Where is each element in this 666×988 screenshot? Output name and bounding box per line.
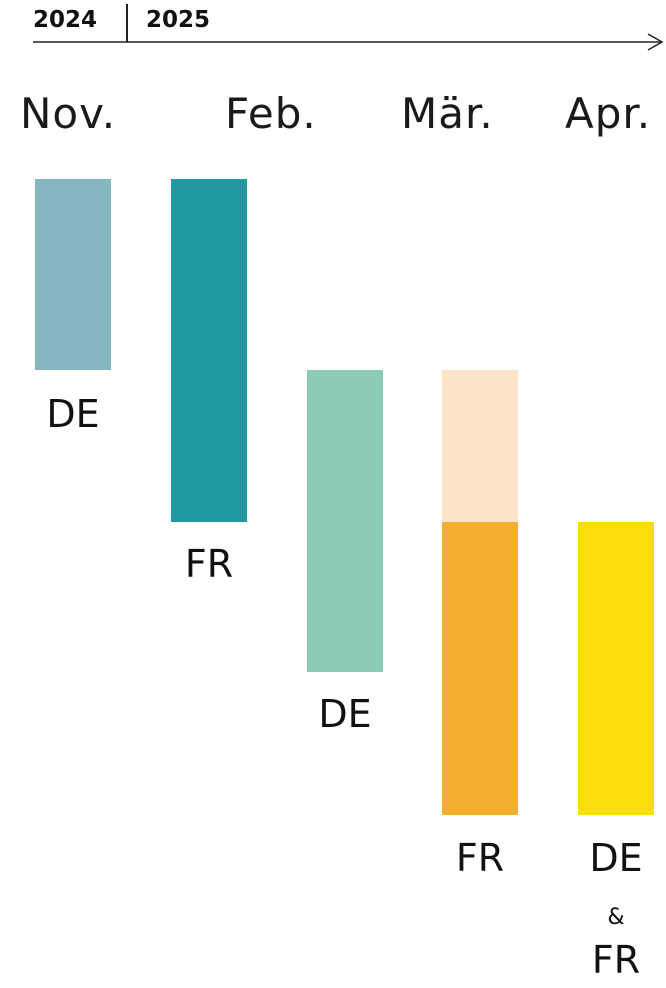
bar-de-nov [35,179,111,370]
bar-label-de-apr: DE [589,836,643,880]
month-label-mar: Mär. [401,89,494,138]
bar-label-fr-feb: FR [184,542,234,586]
month-label-nov: Nov. [20,89,117,138]
timeline-arrow [33,33,664,51]
bar-pending-mar [442,370,518,522]
bar-de-mar [307,370,383,672]
year-divider [126,4,128,42]
bar-label-fr-apr: FR [591,938,641,982]
month-label-feb: Feb. [225,89,317,138]
bar-label-de-mar: DE [318,692,372,736]
bar-label-ampersand-apr: & [607,905,625,930]
bar-defr-apr [578,522,654,815]
bar-label-fr-mar: FR [455,836,505,880]
month-label-apr: Apr. [565,89,652,138]
year-label-2025: 2025 [146,7,211,33]
year-label-2024: 2024 [33,7,98,33]
bar-label-de-nov: DE [46,392,100,436]
bar-fr-mar [442,522,518,815]
bar-fr-feb [171,179,247,522]
